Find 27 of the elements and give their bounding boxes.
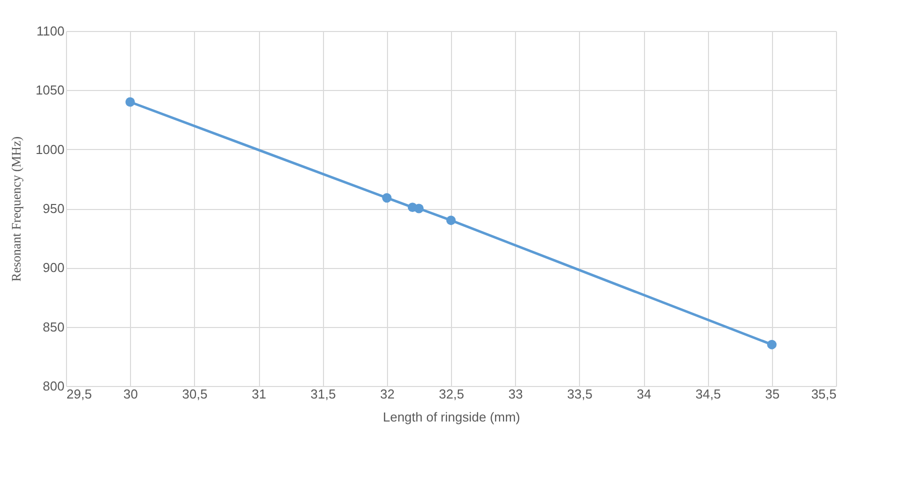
x-tick-label: 32,5 xyxy=(438,386,464,402)
x-tick-label: 34,5 xyxy=(696,386,721,402)
x-tick-label: 35 xyxy=(765,386,780,402)
point xyxy=(767,340,777,350)
y-axis-title: Resonant Frequency (MHz) xyxy=(8,136,24,282)
x-tick-label: 29,5 xyxy=(66,386,92,402)
y-tick-label: 850 xyxy=(42,319,64,334)
point xyxy=(382,193,392,203)
x-tick-label: 33 xyxy=(508,386,523,402)
y-tick-label: 800 xyxy=(42,378,64,394)
x-tick-label: 35,5 xyxy=(811,386,836,402)
point xyxy=(125,97,135,107)
y-tick-label: 900 xyxy=(42,260,64,276)
x-tick-label: 34 xyxy=(636,386,652,402)
x-tick-label: 31,5 xyxy=(310,386,336,402)
point xyxy=(414,204,424,214)
x-tick-label: 32 xyxy=(380,386,395,402)
point xyxy=(446,216,456,226)
y-tick-label: 1050 xyxy=(36,82,64,98)
y-tick-label: 1100 xyxy=(36,24,64,38)
x-tick-label: 30,5 xyxy=(182,386,208,402)
y-tick-label: 1000 xyxy=(36,142,64,157)
x-tick-label: 31 xyxy=(252,386,266,402)
x-tick-label: 30 xyxy=(123,386,138,402)
x-axis-title: Length of ringside (mm) xyxy=(382,410,520,424)
y-tick-label: 950 xyxy=(42,201,64,216)
x-tick-label: 33,5 xyxy=(567,386,592,402)
